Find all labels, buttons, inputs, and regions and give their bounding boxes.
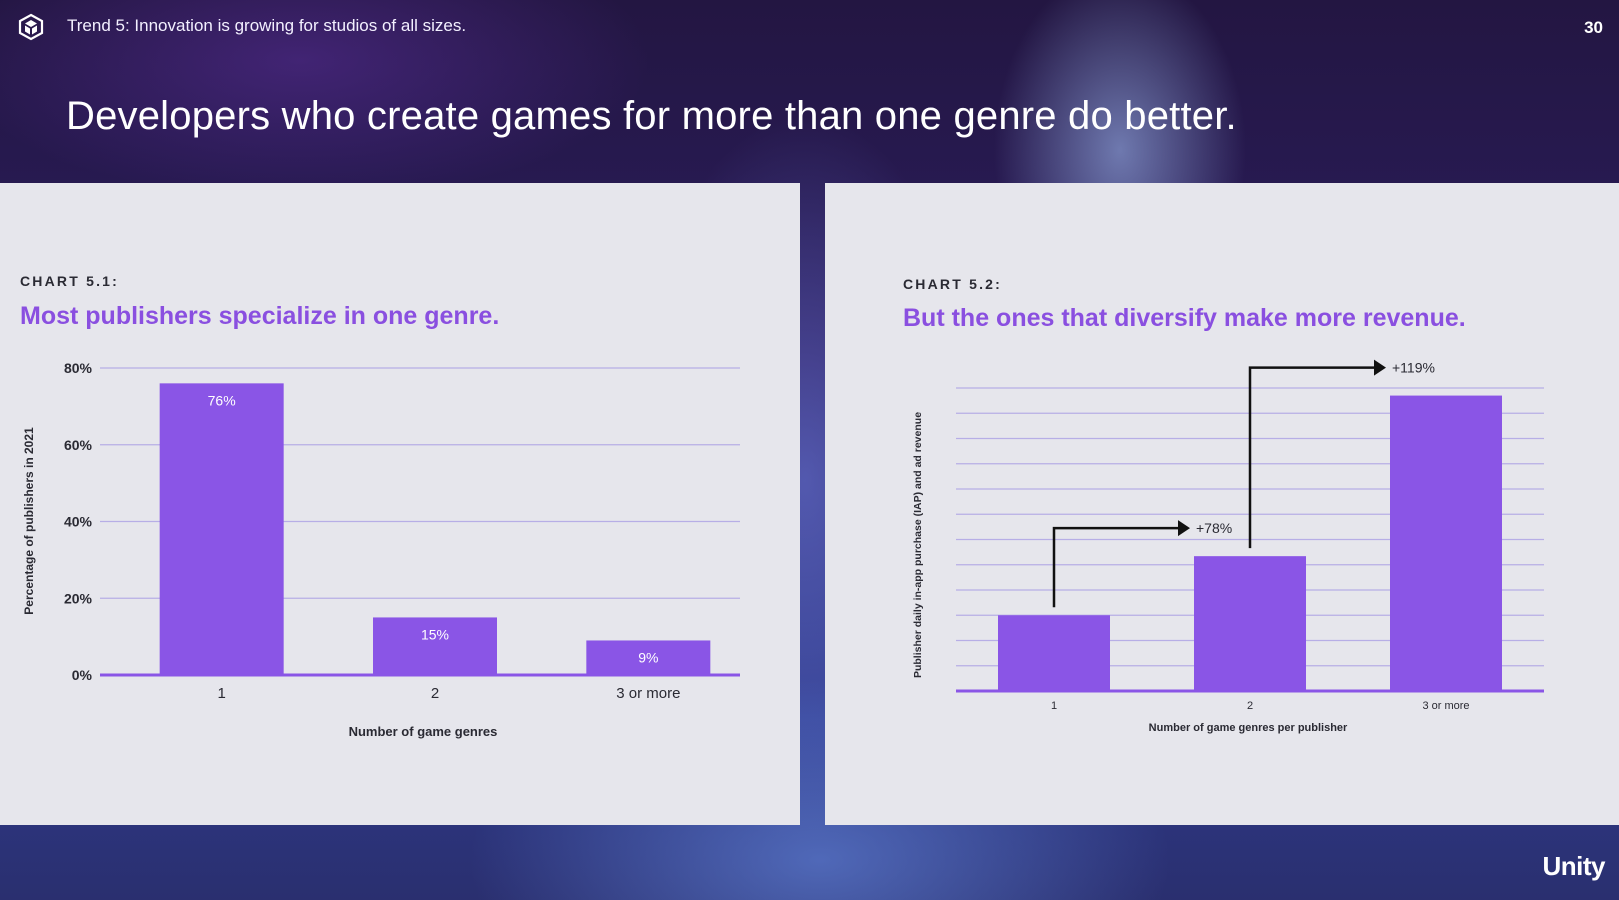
chart-label: CHART 5.1: — [20, 273, 120, 289]
y-tick-label: 20% — [64, 590, 93, 606]
data-label: 15% — [421, 626, 449, 642]
chart-panel-5-1: CHART 5.1: Most publishers specialize in… — [0, 183, 800, 825]
bar — [159, 383, 284, 675]
x-tick-label: 1 — [217, 685, 225, 702]
x-tick-label: 2 — [1247, 700, 1253, 712]
step-arrow-line — [1248, 366, 1376, 549]
y-axis-label: Publisher daily in-app purchase (IAP) an… — [912, 412, 924, 678]
chart-panel-5-2: CHART 5.2: But the ones that diversify m… — [825, 183, 1619, 825]
y-tick-label: 80% — [64, 360, 93, 376]
arrow-head-icon — [1178, 520, 1190, 537]
step-arrow-line — [1052, 526, 1180, 608]
unity-cube-icon — [18, 13, 44, 41]
x-tick-label: 2 — [431, 685, 439, 702]
y-tick-label: 60% — [64, 437, 93, 453]
bar — [586, 640, 711, 675]
x-tick-label: 3 or more — [616, 685, 680, 702]
page-number: 30 — [1584, 18, 1603, 37]
chart-title: Most publishers specialize in one genre. — [20, 302, 500, 330]
x-axis-label: Number of game genres per publisher — [1149, 722, 1348, 734]
x-tick-label: 1 — [1051, 700, 1057, 712]
growth-annotation: +119% — [1392, 360, 1435, 376]
y-tick-label: 40% — [64, 514, 93, 530]
chart-label: CHART 5.2: — [903, 276, 1003, 292]
x-axis-label: Number of game genres — [349, 724, 498, 739]
trend-subtitle: Trend 5: Innovation is growing for studi… — [67, 16, 467, 35]
growth-annotation: +78% — [1196, 520, 1232, 536]
bar-chart-5-2: 1 2 3 or more Number of game genres per pub… — [912, 359, 1544, 734]
unity-logo: Unity — [1542, 851, 1606, 881]
bar — [373, 617, 497, 675]
y-axis-label: Percentage of publishers in 2021 — [22, 427, 36, 615]
slide-headline: Developers who create games for more tha… — [66, 94, 1237, 138]
bar — [1194, 556, 1306, 691]
bar — [998, 615, 1110, 691]
slide-header: Trend 5: Innovation is growing for studi… — [0, 0, 1619, 54]
bar — [1390, 395, 1502, 691]
data-label: 9% — [638, 649, 658, 665]
data-label: 76% — [208, 392, 236, 408]
bar-chart-5-1: 0% 20% 40% 60% 80% 76% 1 15% 2 9% 3 or more Number … — [22, 360, 740, 739]
x-tick-label: 3 or more — [1422, 700, 1469, 712]
arrow-head-icon — [1374, 359, 1386, 376]
chart-title: But the ones that diversify make more re… — [903, 304, 1466, 332]
y-tick-label: 0% — [72, 667, 93, 683]
